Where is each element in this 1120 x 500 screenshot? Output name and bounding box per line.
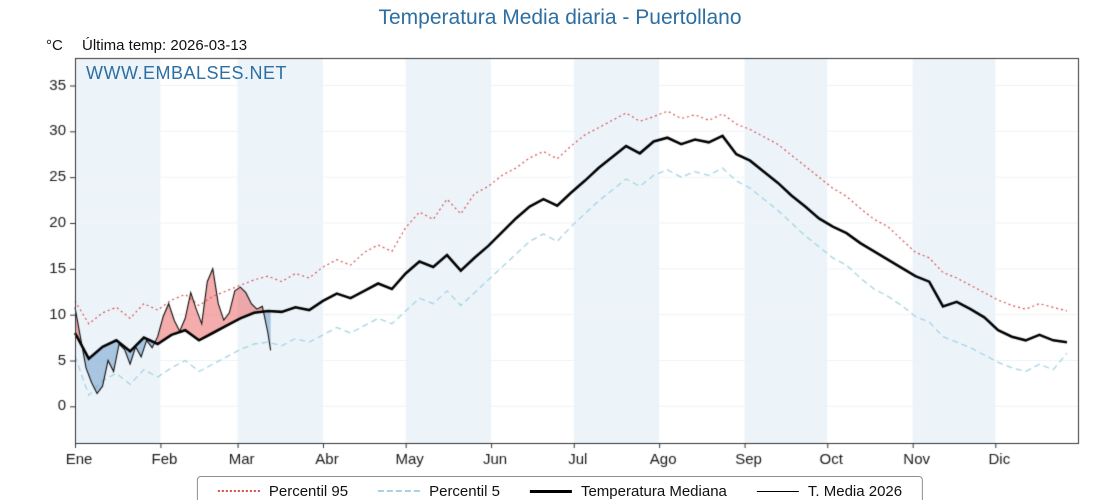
legend-label: Percentil 95 (268, 482, 349, 500)
y-axis-unit-label: °C (46, 37, 63, 54)
legend-label: T. Media 2026 (807, 482, 903, 500)
legend-item-percentil-5: Percentil 5 (378, 483, 500, 500)
t-media-2026-line-icon (756, 490, 799, 492)
watermark-text: WWW.EMBALSES.NET (86, 63, 288, 83)
percentil-95-line-icon (217, 490, 260, 492)
legend-label: Percentil 5 (429, 482, 500, 500)
legend-item-percentil-95: Percentil 95 (217, 482, 349, 500)
legend: Percentil 95 Percentil 5 Temperatura Med… (196, 476, 924, 500)
legend-item-t-media-2026: T. Media 2026 (756, 482, 903, 500)
temperatura-mediana-line-icon (529, 489, 572, 493)
chart-title: Temperatura Media diaria - Puertollano (378, 6, 742, 29)
legend-label: Temperatura Mediana (580, 482, 727, 500)
percentil-5-line-icon (378, 490, 421, 492)
legend-item-mediana: Temperatura Mediana (529, 482, 727, 500)
last-temp-label: Última temp: 2026-03-13 (82, 37, 248, 54)
